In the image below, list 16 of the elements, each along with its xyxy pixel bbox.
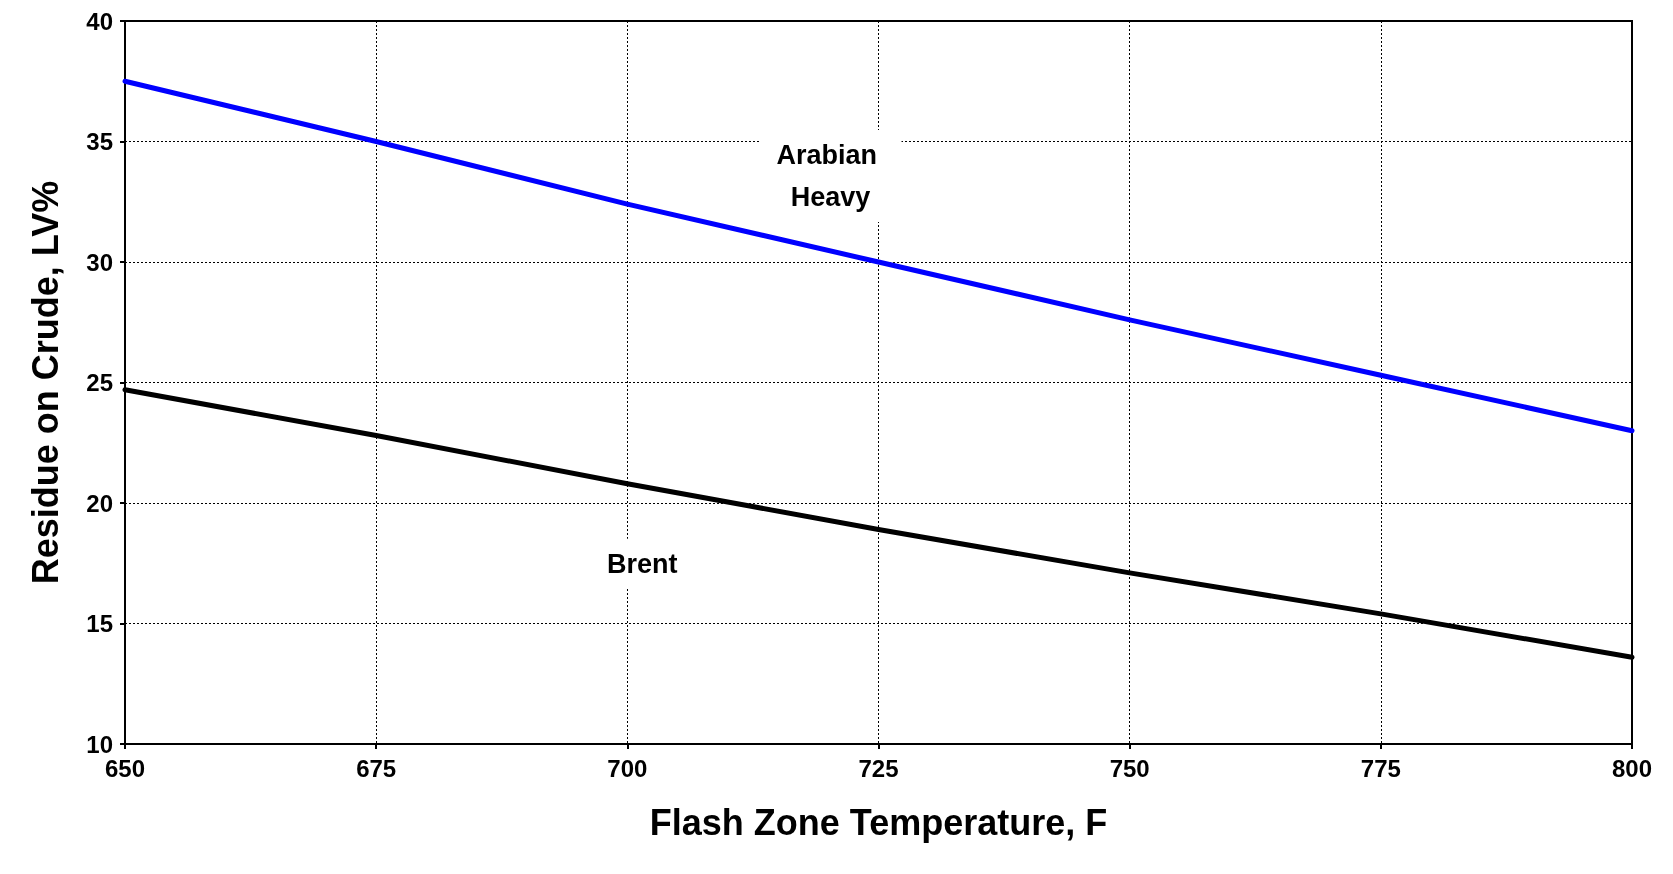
x-tick-label: 725 bbox=[858, 754, 899, 782]
y-tick-label: 20 bbox=[86, 489, 113, 517]
x-tick-label: 775 bbox=[1360, 754, 1401, 782]
y-tick-label: 40 bbox=[86, 7, 113, 35]
y-tick-label: 15 bbox=[86, 610, 113, 637]
x-tick-label: 800 bbox=[1611, 754, 1653, 782]
x-axis-title: Flash Zone Temperature, F bbox=[649, 801, 1108, 843]
series-label: Arabian Heavy bbox=[776, 140, 885, 212]
y-tick-label: 30 bbox=[86, 248, 113, 276]
text: Brent bbox=[607, 548, 678, 579]
y-axis-title: Residue on Crude, LV% bbox=[24, 180, 66, 585]
y-tick-label: 35 bbox=[86, 128, 113, 155]
x-tick-label: 675 bbox=[356, 754, 397, 782]
x-tick-label: 750 bbox=[1109, 754, 1150, 782]
y-tick-label: 25 bbox=[86, 369, 113, 396]
x-tick-label: 700 bbox=[607, 754, 648, 782]
